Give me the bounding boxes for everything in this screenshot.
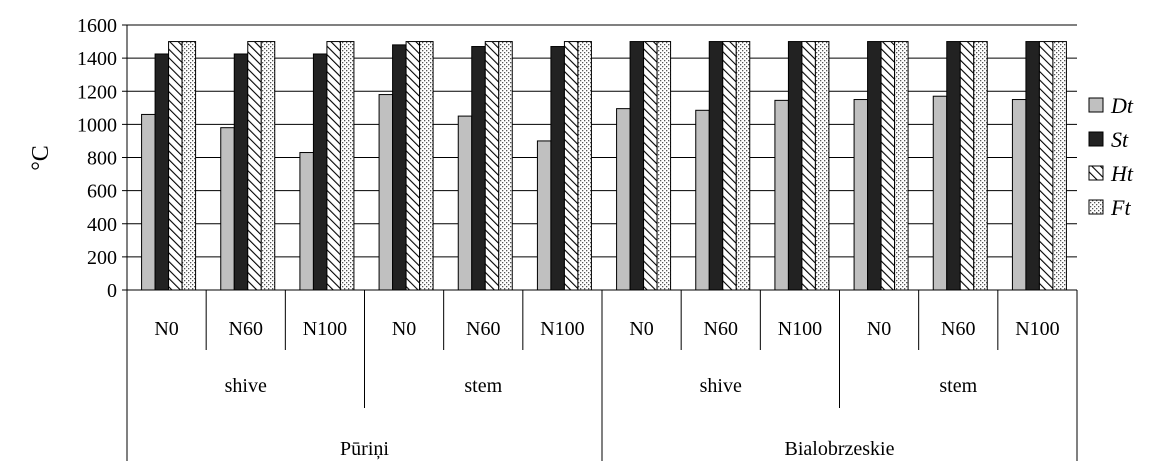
bar-ft [419,41,434,291]
bar-ht [247,41,262,291]
y-tick-label: 0 [107,280,117,302]
bar-ft [735,41,751,291]
bar-st [392,44,407,291]
legend-label-dt: Dt [1110,93,1134,118]
category-table: N0 N60 N100 N0 N60 N100 N0 N60 N100 N0 N60 N100 shiv… [126,290,1078,461]
y-tick-label: 1600 [77,15,117,37]
part-group-label: stem [939,375,977,397]
bar-st [471,46,486,291]
bars [141,41,1067,291]
bar-ft [814,41,830,291]
bar-ft [973,41,988,291]
bar-dt [299,152,314,291]
category-label: N100 [1015,318,1059,340]
bar-dt [616,108,631,291]
y-tick-label: 200 [87,247,117,269]
bar-st [312,53,328,291]
bar-st [867,41,882,291]
bar-st [550,46,565,291]
part-group-label: shive [700,375,742,397]
legend-label-ht: Ht [1110,161,1134,186]
bar-ft [1052,41,1067,291]
bar-dt [853,99,869,291]
bar-ft [260,41,276,291]
category-label: N100 [303,318,347,340]
bar-ft [181,41,197,291]
bar-dt [1011,99,1027,291]
y-tick-label: 400 [87,214,117,236]
y-tick-label: 1200 [77,81,117,103]
y-tick-label: 1000 [77,114,117,136]
bar-ht [722,41,737,291]
bar-ft [577,41,592,291]
bar-dt [141,113,156,291]
category-label: N0 [867,318,891,340]
gridlines [127,24,1077,258]
bar-ht [405,41,421,291]
bar-dt [220,127,235,291]
bar-st [154,53,170,291]
bar-dt [932,95,948,291]
bar-st [1025,41,1040,291]
legend-label-ft: Ft [1110,195,1131,220]
bar-dt [457,115,473,291]
y-tick-label: 600 [87,181,117,203]
bar-ft [894,41,909,291]
part-group-label: shive [225,375,267,397]
bar-ht [484,41,500,291]
bar-ht [880,41,896,291]
legend-swatch-dt [1088,97,1104,113]
bar-ht [168,41,183,291]
category-label: N60 [941,318,975,340]
y-tick-label: 1400 [77,48,117,70]
category-label: N100 [540,318,584,340]
variety-group-label: Bialobrzeskie [785,438,895,460]
legend-swatch-st [1088,131,1104,147]
bar-st [946,41,961,291]
bar-ft [498,41,513,291]
bar-st [629,41,645,291]
bar-ht [959,41,975,291]
bar-ht [563,41,579,291]
bar-ft [656,41,672,291]
bar-ht [801,41,816,291]
bar-ht [643,41,658,291]
variety-group-label: Pūriņi [340,438,389,460]
bar-dt [536,140,552,291]
legend-label-st: St [1111,127,1129,152]
bar-ht [326,41,341,291]
legend-swatch-ht [1088,165,1104,181]
category-label: N60 [229,318,263,340]
legend-swatch-ft [1088,199,1104,215]
y-tick-label: 800 [87,148,117,170]
bar-st [233,53,249,291]
bar-dt [774,99,789,291]
category-label: N60 [466,318,500,340]
bar-st [787,41,803,291]
bar-ft [339,41,355,291]
legend: Dt St Ht Ft [1088,93,1134,220]
category-label: N0 [154,318,178,340]
bar-st [708,41,724,291]
category-label: N0 [392,318,416,340]
bar-ht [1038,41,1054,291]
category-label: N0 [629,318,653,340]
part-group-label: stem [464,375,502,397]
y-axis-label: °C [28,145,54,171]
category-label: N100 [778,318,822,340]
category-label: N60 [704,318,738,340]
bar-dt [695,109,710,291]
bar-dt [378,94,394,291]
